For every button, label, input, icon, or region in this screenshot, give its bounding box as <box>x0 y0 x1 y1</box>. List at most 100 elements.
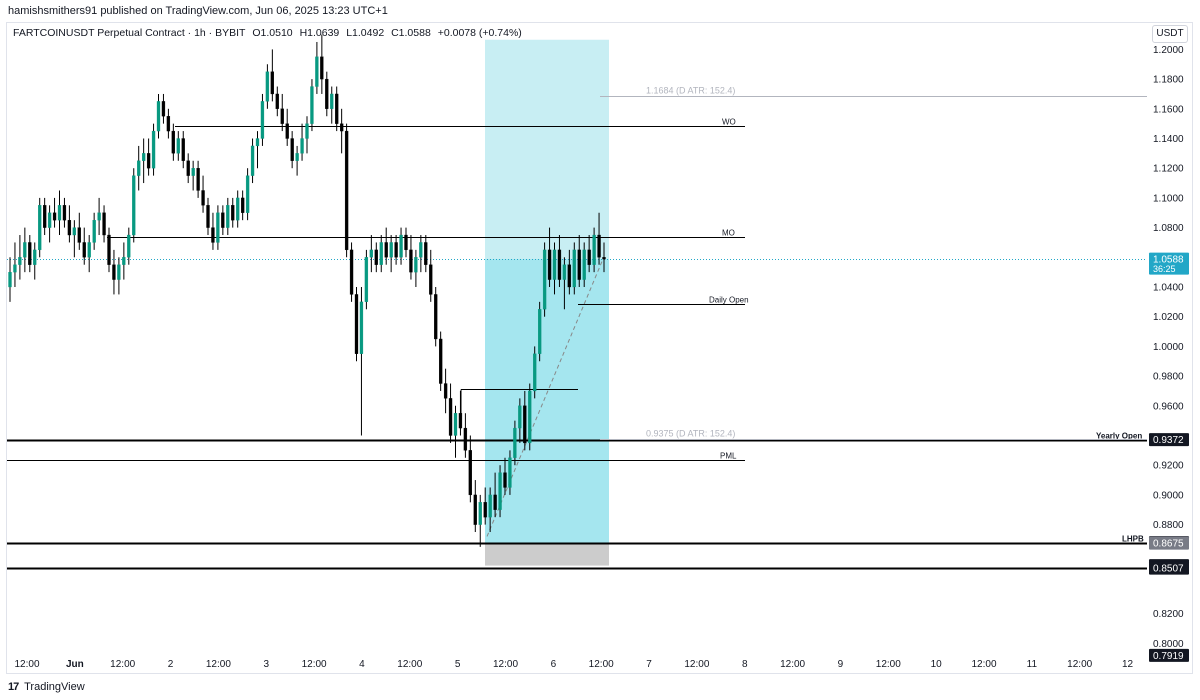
y-tick-label: 0.9800 <box>1153 372 1184 383</box>
candle <box>399 234 403 258</box>
candle <box>310 86 314 124</box>
x-tick-label: 12:00 <box>14 659 39 670</box>
x-tick-label: 12:00 <box>110 659 135 670</box>
candle <box>602 257 606 260</box>
candle <box>552 249 557 280</box>
candle <box>196 168 200 191</box>
candle <box>77 227 81 243</box>
candle <box>38 205 42 251</box>
x-tick-label: 12:00 <box>589 659 614 670</box>
candle <box>166 116 171 132</box>
candle <box>320 56 324 80</box>
candle <box>186 160 190 176</box>
candle <box>117 264 121 280</box>
x-tick-label: 8 <box>742 659 748 670</box>
candle <box>592 234 596 265</box>
candle <box>359 301 364 354</box>
candle <box>211 227 215 243</box>
x-tick-label: 5 <box>455 659 461 670</box>
candle <box>364 257 369 302</box>
x-tick-label: 12:00 <box>971 659 996 670</box>
x-tick-label: 10 <box>931 659 943 670</box>
candle <box>47 212 52 228</box>
candle <box>23 242 27 258</box>
tradingview-footer: 17 TradingView <box>8 681 85 693</box>
candle <box>330 93 334 109</box>
x-tick-label: 6 <box>551 659 557 670</box>
candle <box>453 413 458 436</box>
level-label: Yearly Open <box>1096 432 1142 441</box>
candle <box>236 197 240 221</box>
y-tick-label: 1.1800 <box>1153 75 1184 86</box>
candle <box>443 383 448 399</box>
ohlc-change: +0.0078 (+0.74%) <box>437 27 522 39</box>
x-tick-label: 11 <box>1027 659 1038 670</box>
candle <box>488 494 492 518</box>
candle <box>542 249 547 310</box>
atr-label: 0.9375 (D ATR: 152.4) <box>646 429 735 439</box>
y-tick-label: 1.1200 <box>1153 164 1184 175</box>
candle <box>458 413 463 429</box>
candle <box>260 101 265 139</box>
candle <box>419 242 423 258</box>
y-tick-label: 1.1000 <box>1153 193 1184 204</box>
candle <box>176 138 180 154</box>
ohlc-close: C1.0588 <box>391 27 431 39</box>
candle <box>438 338 443 384</box>
price-tag <box>1149 536 1189 550</box>
price-tag-value: 0.8507 <box>1153 564 1184 575</box>
price-tag-value: 0.8675 <box>1153 539 1184 550</box>
candle <box>379 242 383 265</box>
price-tag-countdown: 36:25 <box>1153 264 1176 274</box>
candle <box>587 249 591 265</box>
candle <box>503 472 507 488</box>
candle <box>67 220 72 236</box>
candle <box>448 398 453 436</box>
stop-zone <box>485 543 609 566</box>
candle <box>473 494 477 525</box>
y-tick-label: 1.0000 <box>1153 342 1184 353</box>
candle <box>290 138 294 161</box>
x-tick-label: 12:00 <box>397 659 422 670</box>
candle <box>523 405 527 444</box>
currency-button[interactable]: USDT <box>1152 25 1188 43</box>
candle <box>424 242 428 265</box>
symbol-title: FARTCOINUSDT Perpetual Contract · 1h · B… <box>13 27 246 39</box>
y-tick-label: 0.8000 <box>1153 639 1184 650</box>
candle <box>28 242 32 265</box>
candle <box>107 234 111 265</box>
candle <box>483 502 487 518</box>
tradingview-logo-icon: 17 <box>8 681 19 693</box>
candle <box>52 212 57 221</box>
level-label: WO <box>722 118 736 127</box>
price-tag <box>1149 252 1189 275</box>
candle <box>151 130 156 169</box>
candle <box>394 242 398 258</box>
candle <box>82 242 86 258</box>
symbol-legend: FARTCOINUSDT Perpetual Contract · 1h · B… <box>13 27 526 39</box>
x-tick-label: 12:00 <box>206 659 231 670</box>
candle <box>43 205 47 228</box>
candle <box>18 257 22 265</box>
y-tick-label: 1.0400 <box>1153 283 1184 294</box>
y-tick-label: 1.1600 <box>1153 104 1184 115</box>
candle <box>141 153 146 161</box>
candle <box>325 78 329 109</box>
chart-frame <box>6 22 1193 674</box>
target-zone-upper <box>485 39 609 260</box>
candle <box>226 205 230 228</box>
target-zone-lower <box>485 259 609 544</box>
x-tick-label: 12:00 <box>302 659 327 670</box>
candle <box>493 494 497 510</box>
candle <box>305 123 309 139</box>
candle <box>231 205 235 221</box>
candle <box>112 264 116 280</box>
candle <box>285 123 289 139</box>
candle <box>478 502 482 525</box>
candle <box>191 168 195 176</box>
candle <box>518 405 522 429</box>
candle <box>127 234 131 258</box>
candle <box>181 138 185 161</box>
candle <box>344 130 349 251</box>
